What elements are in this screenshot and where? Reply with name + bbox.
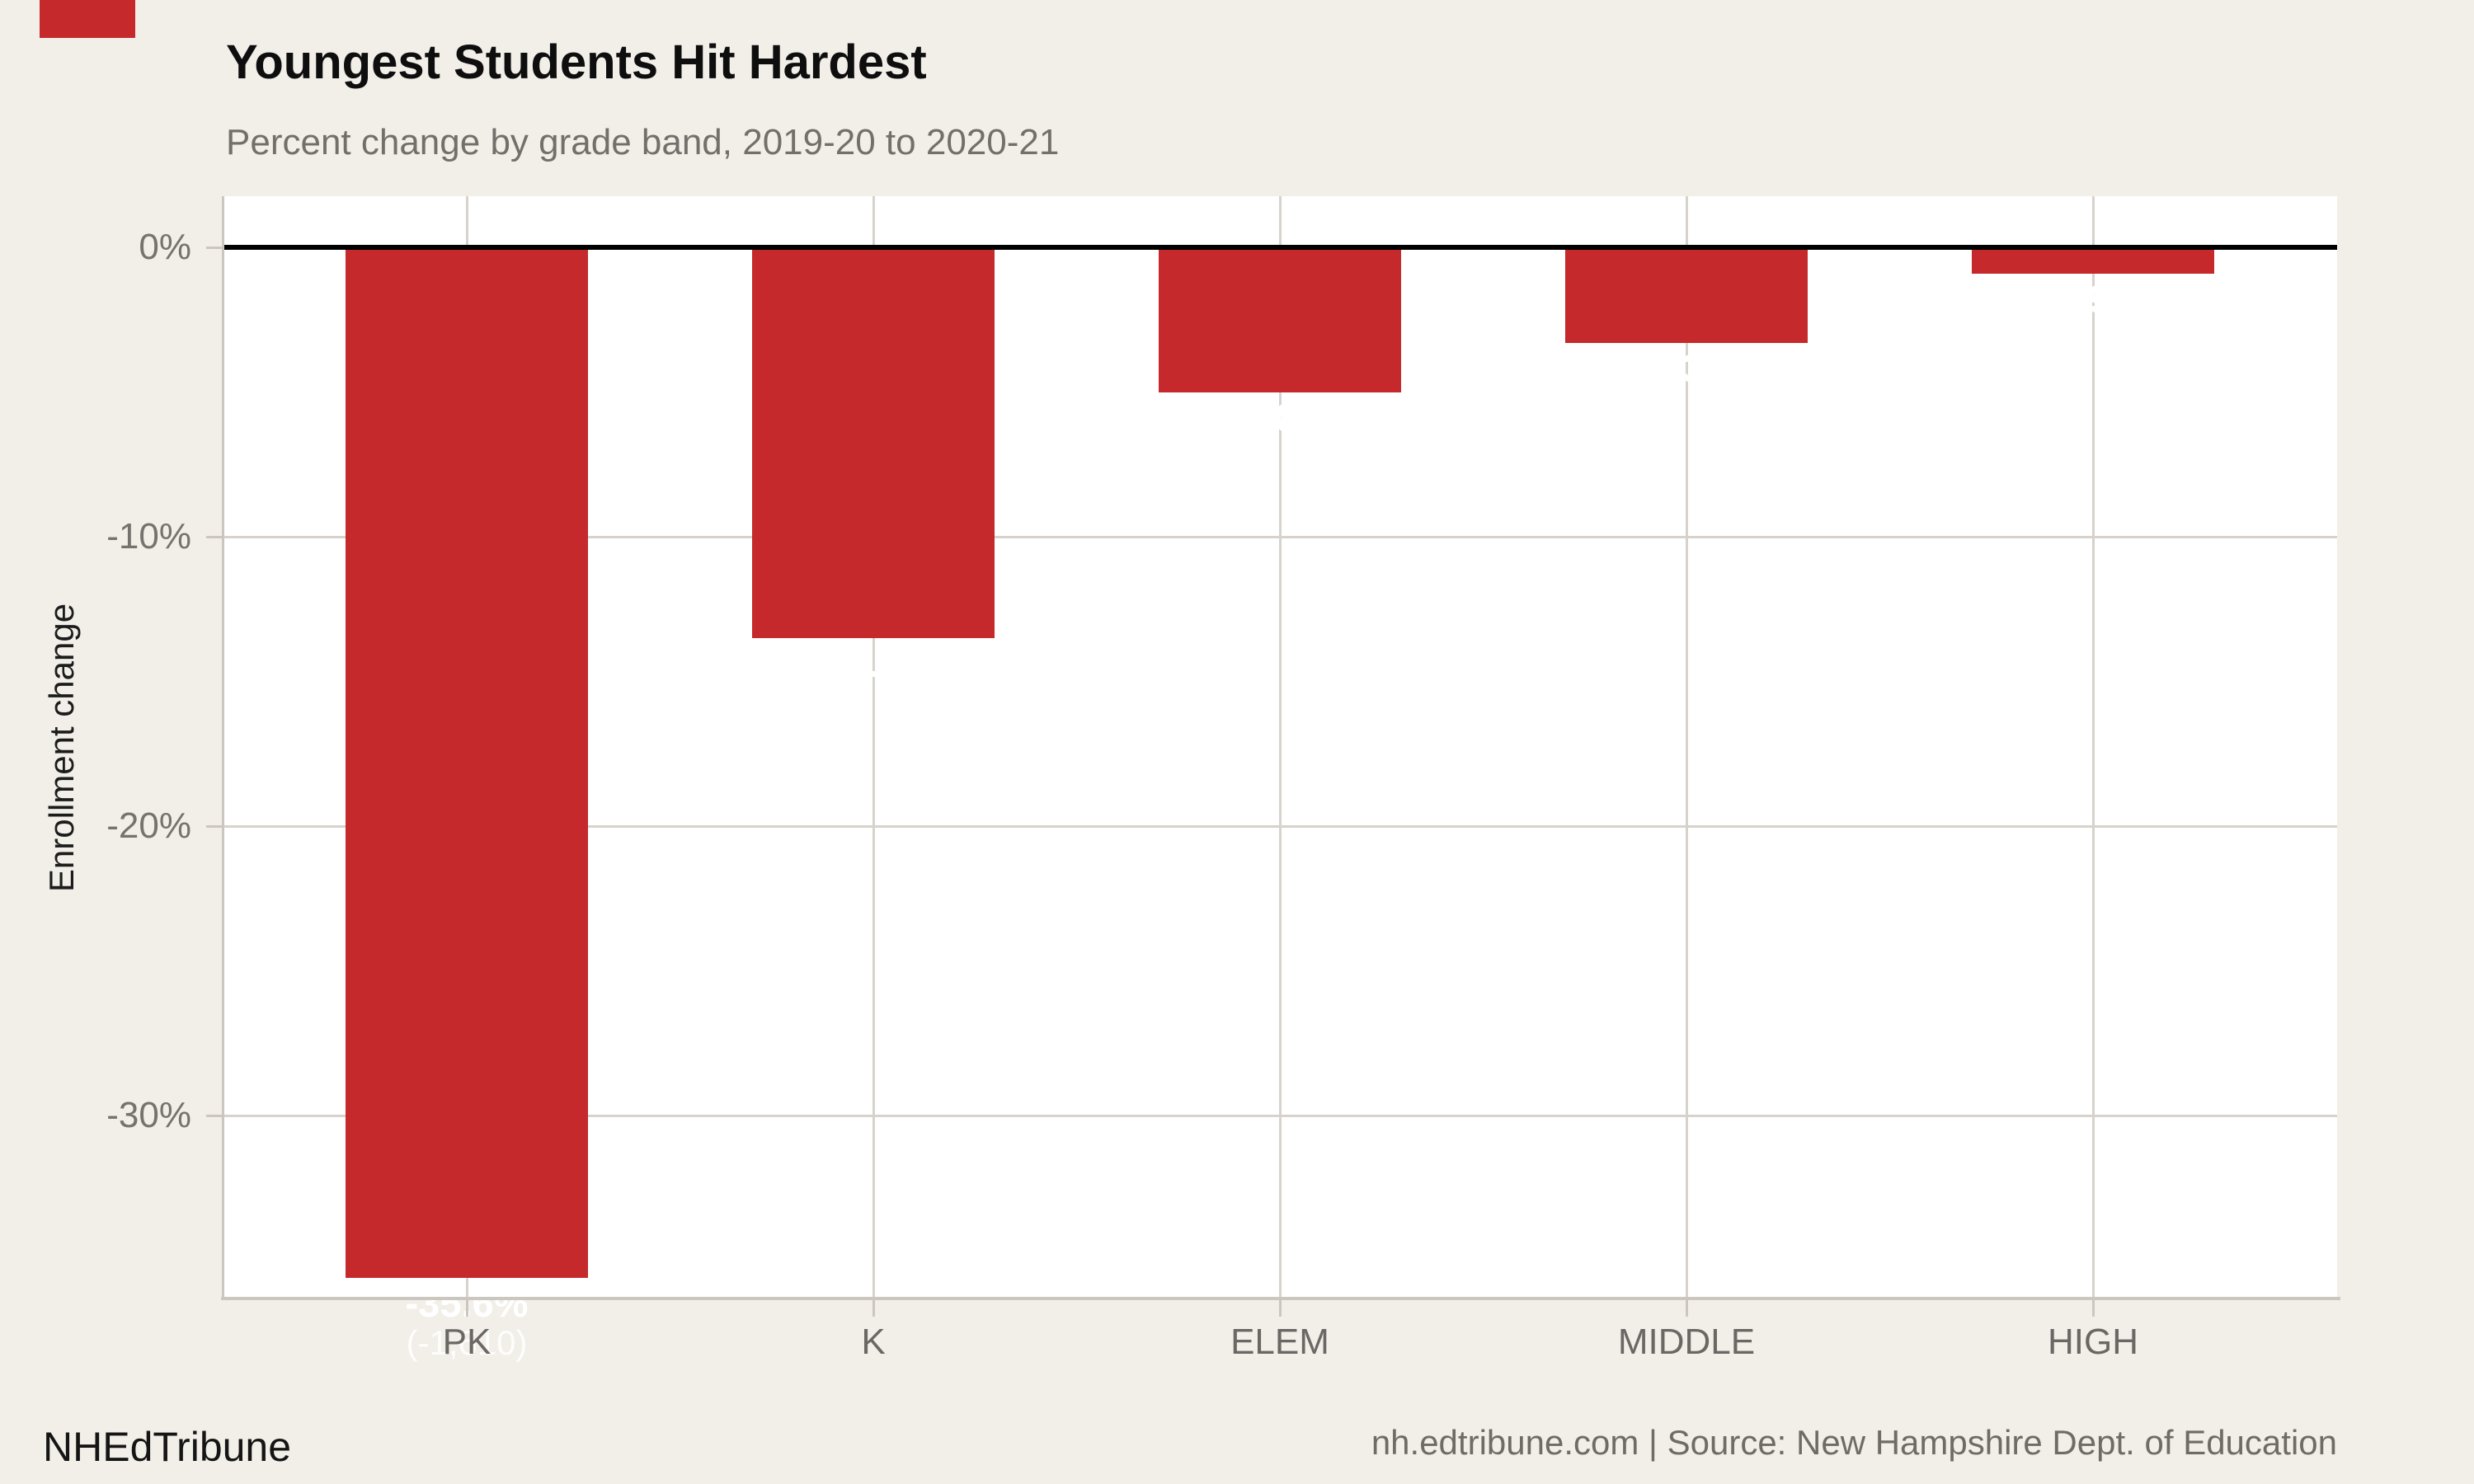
y-axis-tick xyxy=(206,1114,224,1117)
x-axis-category-label: HIGH xyxy=(2048,1322,2138,1362)
y-axis-tick-label: -20% xyxy=(106,805,191,846)
gridline-vertical xyxy=(1685,196,1688,1297)
gridline-vertical xyxy=(1278,196,1282,1297)
bar-value-label: -0.9% xyxy=(2042,276,2144,321)
chart-title: Youngest Students Hit Hardest xyxy=(226,35,927,89)
y-axis-tick xyxy=(206,246,224,249)
chart-subtitle: Percent change by grade band, 2019-20 to… xyxy=(226,122,1060,162)
bar-high xyxy=(1972,248,2214,274)
y-axis-tick xyxy=(206,824,224,828)
brand-accent-tab xyxy=(40,0,135,38)
x-axis-tick xyxy=(872,1300,875,1317)
gridline-vertical xyxy=(872,196,875,1297)
bar-value-label: -5.0% xyxy=(1229,395,1331,439)
bar-value-label: -13.5% xyxy=(811,641,935,685)
footer-source-line: nh.edtribune.com | Source: New Hampshire… xyxy=(1371,1423,2337,1462)
gridline-horizontal xyxy=(224,824,2337,828)
bar-count-label: (-1,610) xyxy=(406,1322,528,1362)
y-axis-tick-label: -30% xyxy=(106,1095,191,1135)
bar-pk xyxy=(346,248,588,1278)
gridline-horizontal xyxy=(224,535,2337,538)
gridline-horizontal xyxy=(224,1114,2337,1117)
bar-value-label: -3.3% xyxy=(1635,345,1738,390)
bar-k xyxy=(752,248,995,638)
y-axis-tick-label: 0% xyxy=(139,227,191,267)
x-axis-category-label: MIDDLE xyxy=(1617,1322,1756,1362)
x-axis-category-label: K xyxy=(861,1322,886,1362)
x-axis-category-label: ELEM xyxy=(1230,1322,1329,1362)
bar-elem xyxy=(1159,248,1401,392)
y-axis-line xyxy=(222,196,224,1299)
x-axis-tick xyxy=(1278,1300,1282,1317)
footer-brand: NHEdTribune xyxy=(43,1424,292,1470)
gridline-vertical xyxy=(2091,196,2095,1297)
zero-baseline xyxy=(224,245,2337,250)
bar-middle xyxy=(1565,248,1808,343)
y-axis-title: Enrollment change xyxy=(42,603,81,893)
x-axis-tick xyxy=(1685,1300,1688,1317)
x-axis-tick xyxy=(465,1300,468,1317)
x-axis-category-label: PK xyxy=(442,1322,492,1362)
y-axis-tick-label: -10% xyxy=(106,516,191,556)
x-axis-line xyxy=(221,1297,2340,1300)
y-axis-tick xyxy=(206,535,224,538)
x-axis-tick xyxy=(2091,1300,2095,1317)
